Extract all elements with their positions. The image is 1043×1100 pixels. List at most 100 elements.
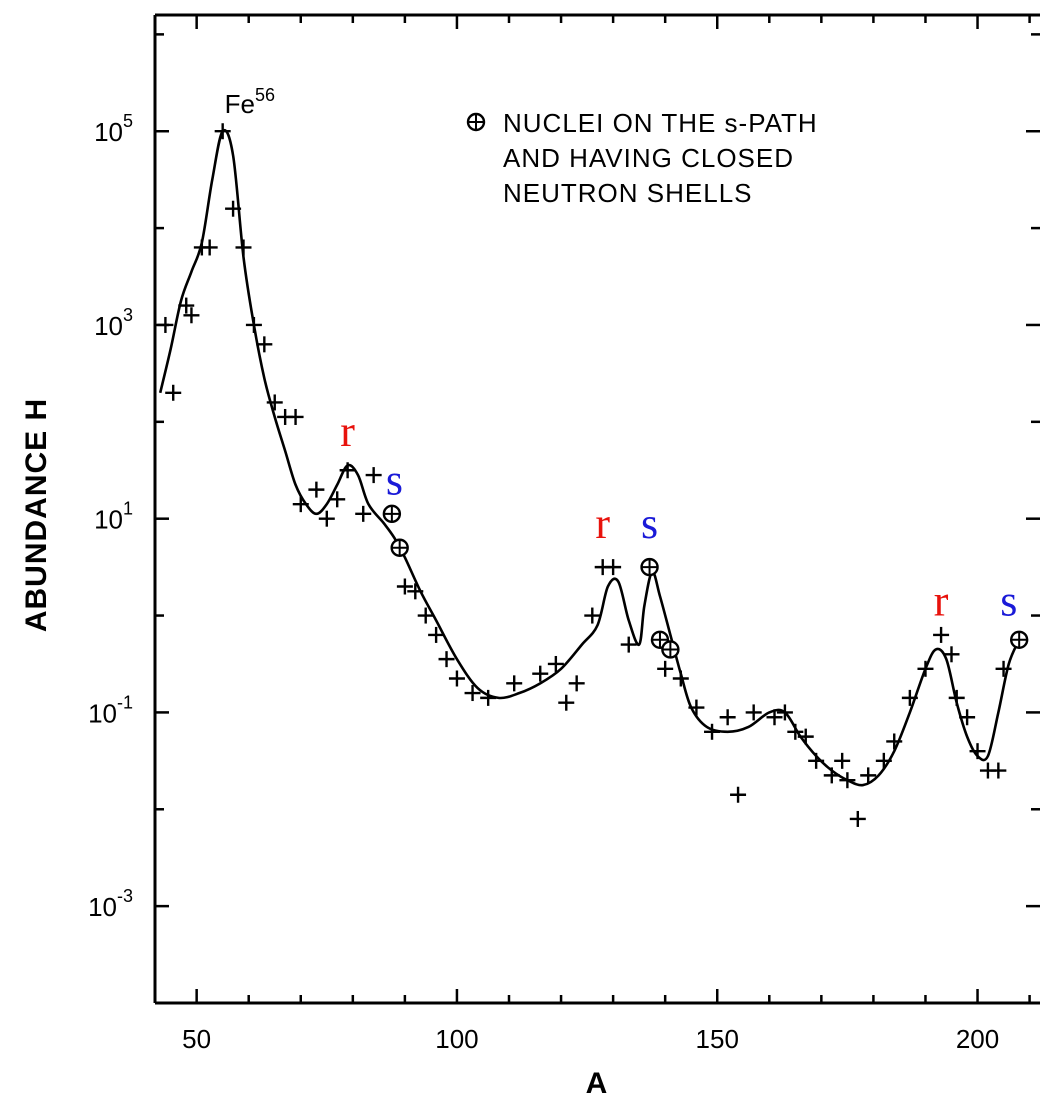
data-point — [438, 651, 455, 668]
y-tick-label: 105 — [94, 111, 133, 147]
data-point — [417, 607, 434, 624]
data-point — [849, 810, 866, 827]
data-point — [834, 752, 851, 769]
data-point — [584, 607, 601, 624]
data-point — [901, 689, 918, 706]
data-point — [797, 728, 814, 745]
peak-label-s: s — [1000, 577, 1017, 626]
data-point — [745, 704, 762, 721]
data-point — [464, 685, 481, 702]
data-point — [657, 660, 674, 677]
data-point — [568, 675, 585, 692]
data-point — [823, 767, 840, 784]
data-point — [292, 496, 309, 513]
data-point — [860, 767, 877, 784]
peak-label-s: s — [641, 499, 658, 548]
data-point — [959, 709, 976, 726]
peak-label-s: s — [386, 455, 403, 504]
data-point — [969, 743, 986, 760]
data-point — [355, 505, 372, 522]
legend-line-3: NEUTRON SHELLS — [503, 178, 753, 208]
data-point — [339, 462, 356, 479]
data-point — [688, 699, 705, 716]
data-point — [178, 297, 195, 314]
data-point — [558, 694, 575, 711]
data-point — [266, 394, 283, 411]
x-tick-label: 100 — [435, 1024, 478, 1054]
data-point — [165, 384, 182, 401]
legend-line-2: AND HAVING CLOSED — [503, 143, 794, 173]
legend-circled-plus-marker — [466, 112, 486, 132]
y-tick-label: 10-1 — [88, 692, 133, 728]
data-point — [704, 723, 721, 740]
data-point — [875, 752, 892, 769]
data-point — [308, 481, 325, 498]
peak-label-r: r — [340, 407, 355, 456]
data-point — [886, 733, 903, 750]
data-point — [547, 655, 564, 672]
plot-frame — [153, 13, 1040, 1005]
legend-line-1: NUCLEI ON THE s-PATH — [503, 108, 818, 138]
y-tick-label: 103 — [94, 305, 133, 341]
data-point — [730, 786, 747, 803]
y-tick-label: 10-3 — [88, 886, 133, 922]
data-point — [214, 123, 231, 140]
data-point — [766, 709, 783, 726]
data-point — [605, 559, 622, 576]
data-point — [943, 646, 960, 663]
data-point — [407, 583, 424, 600]
peak-label-r: r — [934, 577, 949, 626]
x-tick-label: 200 — [956, 1024, 999, 1054]
data-point — [672, 670, 689, 687]
data-point — [235, 239, 252, 256]
axis-ticks — [155, 15, 1040, 1003]
y-axis-title: ABUNDANCE H — [20, 398, 53, 632]
peak-label-r: r — [595, 499, 610, 548]
data-point — [532, 665, 549, 682]
annotation-superscript: 56 — [255, 85, 275, 105]
annotation-base: Fe — [225, 89, 255, 119]
data-point — [719, 709, 736, 726]
data-point — [995, 660, 1012, 677]
s-path-closed-shell-point — [640, 557, 659, 577]
s-path-closed-shell-point — [390, 538, 409, 557]
data-point — [201, 239, 218, 256]
abundance-curve — [158, 128, 1021, 787]
data-point — [839, 772, 856, 789]
data-point — [448, 670, 465, 687]
s-path-closed-shell-point — [1009, 630, 1029, 649]
data-point — [256, 336, 273, 353]
data-points-layer — [157, 123, 1029, 827]
s-path-closed-shell-point — [661, 640, 680, 659]
data-point — [157, 316, 174, 333]
s-path-closed-shell-point — [382, 504, 402, 524]
x-tick-label: 50 — [182, 1024, 211, 1054]
data-point — [245, 316, 262, 333]
legend: NUCLEI ON THE s-PATH AND HAVING CLOSED N… — [466, 108, 818, 208]
data-point — [365, 467, 382, 484]
abundance-curve-layer — [158, 128, 1021, 787]
peak-labels-layer: rsr sr s — [340, 407, 1017, 626]
data-point — [396, 578, 413, 595]
data-point — [480, 689, 497, 706]
data-point — [428, 626, 445, 643]
data-point — [917, 660, 934, 677]
data-point — [225, 200, 242, 217]
fe56-annotation: Fe56 — [225, 85, 275, 119]
data-point — [787, 723, 804, 740]
data-point — [933, 626, 950, 643]
data-point — [808, 752, 825, 769]
x-axis-title: A — [586, 1067, 609, 1100]
data-point — [287, 408, 304, 425]
data-point — [776, 704, 793, 721]
y-tick-label: 101 — [94, 499, 133, 535]
legend-marker-symbol — [466, 112, 486, 132]
x-tick-label: 150 — [696, 1024, 739, 1054]
data-point — [506, 675, 523, 692]
data-point — [318, 510, 335, 527]
tick-labels: 50 100 150 200 105 103 101 10-1 10-3 — [88, 111, 999, 1054]
data-point — [183, 307, 200, 324]
data-point — [990, 762, 1007, 779]
data-point — [329, 491, 346, 508]
